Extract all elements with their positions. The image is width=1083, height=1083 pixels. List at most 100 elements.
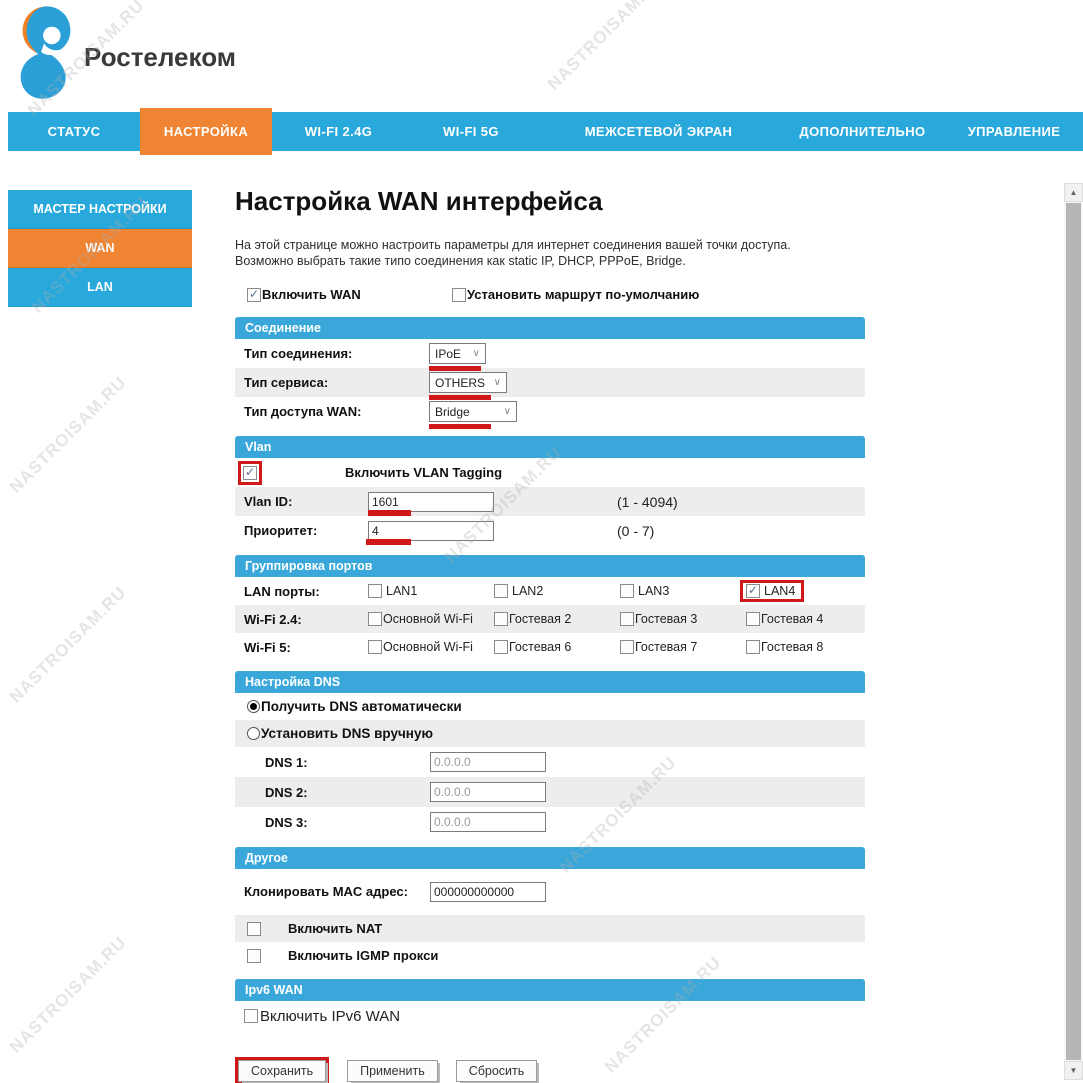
enable-wan-option: Включить WAN (247, 287, 361, 302)
nav-tab-management[interactable]: УПРАВЛЕНИЕ (967, 124, 1061, 139)
chevron-down-icon: ▼ (1069, 1066, 1078, 1075)
sidebar-item-wan[interactable]: WAN (8, 229, 192, 268)
guest3-option: Гостевая 3 (620, 612, 697, 626)
lan2-option: LAN2 (494, 584, 543, 598)
sidebar-item-lan[interactable]: LAN (8, 268, 192, 307)
lan1-checkbox[interactable] (368, 584, 382, 598)
sidebar-item-wizard[interactable]: МАСТЕР НАСТРОЙКИ (8, 190, 192, 229)
scrollbar-thumb[interactable] (1066, 203, 1081, 1060)
section-ipv6: Ipv6 WAN Включить IPv6 WAN (235, 979, 865, 1031)
default-route-checkbox[interactable] (452, 287, 466, 302)
wifi5-main-option: Основной Wi-Fi (368, 640, 473, 654)
vlan-tagging-checkbox[interactable] (243, 465, 257, 480)
lan-ports-label: LAN порты: (244, 583, 320, 599)
connection-type-select[interactable]: IPoE ∨ (429, 343, 486, 364)
section-vlan-header: Vlan (235, 436, 865, 458)
page-description-line2: Возможно выбрать такие типо соединения к… (235, 254, 686, 268)
guest2-checkbox[interactable] (494, 612, 508, 626)
guest4-label: Гостевая 4 (761, 612, 824, 626)
watermark-text: NASTROISAM.RU (5, 932, 130, 1057)
lan3-option: LAN3 (620, 584, 669, 598)
vertical-scrollbar: ▲ ▼ (1064, 183, 1083, 1080)
page-title: Настройка WAN интерфейса (235, 186, 603, 216)
nav-tab-firewall[interactable]: МЕЖСЕТЕВОЙ ЭКРАН (584, 124, 733, 139)
dns2-row: DNS 2: (235, 777, 865, 807)
chevron-up-icon: ▲ (1069, 188, 1078, 197)
connection-type-label: Тип соединения: (244, 346, 353, 361)
wifi5-group-row: Wi-Fi 5: Основной Wi-Fi Гостевая 6 Госте… (235, 633, 865, 661)
connection-type-value: IPoE (435, 346, 462, 361)
section-other-header: Другое (235, 847, 865, 869)
sidebar-menu: МАСТЕР НАСТРОЙКИ WAN LAN (8, 190, 192, 307)
guest4-checkbox[interactable] (746, 612, 760, 626)
top-navigation: СТАТУС НАСТРОЙКА WI-FI 2.4G WI-FI 5G МЕЖ… (8, 108, 1083, 155)
apply-button[interactable]: Применить (347, 1060, 438, 1082)
lan2-label: LAN2 (512, 584, 544, 598)
lan1-option: LAN1 (368, 584, 417, 598)
wifi24-main-label: Основной Wi-Fi (383, 612, 473, 626)
dns-auto-radio[interactable] (247, 700, 260, 713)
dns1-input[interactable] (430, 752, 546, 772)
chevron-down-icon: ∨ (503, 406, 511, 417)
nav-tab-advanced[interactable]: ДОПОЛНИТЕЛЬНО (799, 124, 926, 139)
reset-button[interactable]: Сбросить (455, 1060, 538, 1082)
wifi24-main-checkbox[interactable] (368, 612, 382, 626)
service-type-select[interactable]: OTHERS ∨ (429, 372, 507, 393)
annotation-box-lan4: LAN4 (740, 580, 805, 602)
wifi5-main-label: Основной Wi-Fi (383, 640, 473, 654)
enable-wan-checkbox[interactable] (247, 287, 261, 302)
dns3-input[interactable] (430, 812, 546, 832)
save-button[interactable]: Сохранить (238, 1060, 327, 1082)
wifi5-group-label: Wi-Fi 5: (244, 639, 291, 655)
scroll-down-button[interactable]: ▼ (1064, 1061, 1083, 1080)
dns2-input[interactable] (430, 782, 546, 802)
nat-checkbox[interactable] (247, 921, 261, 936)
guest7-checkbox[interactable] (620, 640, 634, 654)
page-description: На этой странице можно настроить парамет… (235, 237, 865, 269)
guest3-checkbox[interactable] (620, 612, 634, 626)
annotation-box-vlan-tagging (238, 460, 262, 485)
annotation-underline-connection-type (429, 366, 481, 371)
dns-auto-label: Получить DNS автоматически (261, 699, 462, 714)
ipv6-enable-checkbox[interactable] (244, 1009, 258, 1023)
wan-access-type-select[interactable]: Bridge ∨ (429, 401, 517, 422)
section-vlan: Vlan Включить VLAN Tagging Vlan ID: (1 -… (235, 436, 865, 545)
wifi5-main-checkbox[interactable] (368, 640, 382, 654)
nav-tab-status[interactable]: СТАТУС (47, 124, 101, 139)
dns3-label: DNS 3: (265, 814, 308, 830)
ipv6-enable-row: Включить IPv6 WAN (235, 1001, 865, 1031)
lan4-checkbox[interactable] (746, 584, 760, 598)
vlan-tagging-row: Включить VLAN Tagging (235, 458, 865, 487)
guest7-label: Гостевая 7 (635, 640, 698, 654)
priority-input[interactable] (368, 520, 494, 541)
page-description-line1: На этой странице можно настроить парамет… (235, 238, 791, 252)
section-ipv6-header: Ipv6 WAN (235, 979, 865, 1001)
guest8-option: Гостевая 8 (746, 640, 823, 654)
lan2-checkbox[interactable] (494, 584, 508, 598)
service-type-row: Тип сервиса: OTHERS ∨ (235, 368, 865, 400)
watermark-text: NASTROISAM.RU (5, 582, 130, 707)
guest7-option: Гостевая 7 (620, 640, 697, 654)
mac-clone-input[interactable] (430, 882, 546, 902)
scroll-up-button[interactable]: ▲ (1064, 183, 1083, 202)
dns-manual-radio[interactable] (247, 727, 260, 740)
lan-ports-row: LAN порты: LAN1 LAN2 LAN3 LAN4 (235, 577, 865, 605)
dns2-label: DNS 2: (265, 784, 308, 800)
mac-clone-label: Клонировать MAC адрес: (244, 884, 408, 900)
igmp-checkbox[interactable] (247, 948, 261, 963)
nav-tab-wifi5[interactable]: WI-FI 5G (443, 124, 499, 139)
dns-manual-label: Установить DNS вручную (261, 726, 433, 741)
lan3-checkbox[interactable] (620, 584, 634, 598)
guest8-checkbox[interactable] (746, 640, 760, 654)
guest6-checkbox[interactable] (494, 640, 508, 654)
section-port-grouping: Группировка портов LAN порты: LAN1 LAN2 … (235, 555, 865, 661)
nav-tab-wifi24[interactable]: WI-FI 2.4G (304, 124, 373, 139)
wifi24-main-option: Основной Wi-Fi (368, 612, 473, 626)
nav-tab-settings[interactable]: НАСТРОЙКА (140, 108, 272, 155)
guest6-option: Гостевая 6 (494, 640, 571, 654)
igmp-label: Включить IGMP прокси (288, 948, 439, 963)
lan1-label: LAN1 (386, 584, 418, 598)
vlan-id-input[interactable] (368, 491, 494, 512)
annotation-underline-wan-access-type (429, 424, 491, 429)
